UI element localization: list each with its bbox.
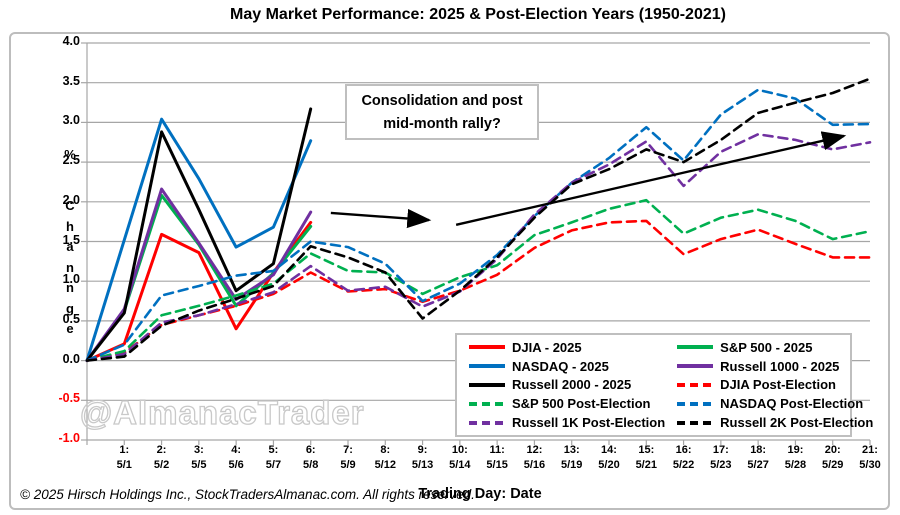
trend-arrow-1 xyxy=(330,208,432,229)
legend-item-djia-post-election: DJIA Post-Election xyxy=(677,377,873,392)
series-line-nasdaq-2025 xyxy=(85,117,313,363)
annotation-line1: Consolidation and post xyxy=(361,93,523,109)
legend-item-s-p-500-post-election: S&P 500 Post-Election xyxy=(469,396,665,411)
annotation-callout: Consolidation and post mid-month rally? xyxy=(345,84,539,140)
legend-item-djia-2025: DJIA - 2025 xyxy=(469,340,665,355)
legend-label: NASDAQ Post-Election xyxy=(720,396,864,412)
x-axis-title: Trading Day: Date xyxy=(418,486,542,502)
legend-dashed-line-sample xyxy=(469,420,505,425)
legend-solid-line-sample xyxy=(469,345,505,350)
legend-item-russell-1000-2025: Russell 1000 - 2025 xyxy=(677,359,873,374)
legend-dashed-line-sample xyxy=(677,401,714,406)
y-axis-title-percent: % xyxy=(64,147,76,162)
legend-label: Russell 1000 - 2025 xyxy=(720,358,840,374)
legend-label: Russell 1K Post-Election xyxy=(512,415,666,431)
chart-title: May Market Performance: 2025 & Post-Elec… xyxy=(230,6,726,23)
legend-label: DJIA - 2025 xyxy=(512,339,582,355)
legend-item-s-p-500-2025: S&P 500 - 2025 xyxy=(677,340,873,355)
legend-dashed-line-sample xyxy=(677,382,714,387)
series-line-russell-2k-post-election xyxy=(85,77,872,362)
legend-dashed-line-sample xyxy=(677,420,714,425)
legend-item-nasdaq-2025: NASDAQ - 2025 xyxy=(469,359,665,374)
legend: DJIA - 2025 NASDAQ - 2025 Russell 2000 - 2… xyxy=(455,333,873,437)
legend-item-russell-2000-2025: Russell 2000 - 2025 xyxy=(469,377,665,392)
legend-solid-line-sample xyxy=(469,364,505,369)
legend-label: DJIA Post-Election xyxy=(720,377,836,393)
legend-dashed-line-sample xyxy=(469,401,505,406)
legend-solid-line-sample xyxy=(469,382,505,387)
legend-label: NASDAQ - 2025 xyxy=(512,358,609,374)
series-line-russell-1k-post-election xyxy=(85,133,872,362)
legend-label: S&P 500 Post-Election xyxy=(512,396,651,412)
trend-arrow-2 xyxy=(455,131,847,226)
series-line-nasdaq-post-election xyxy=(85,88,872,362)
y-axis-title-word: C h a n n g e xyxy=(65,198,75,336)
annotation-line2: mid-month rally? xyxy=(383,116,501,132)
legend-item-russell-1k-post-election: Russell 1K Post-Election xyxy=(469,415,665,430)
legend-solid-line-sample xyxy=(677,364,714,369)
series-line-russell-2000-2025 xyxy=(85,107,313,363)
legend-solid-line-sample xyxy=(677,345,714,350)
legend-column-1: DJIA - 2025 NASDAQ - 2025 Russell 2000 - 2… xyxy=(457,335,665,435)
legend-item-russell-2k-post-election: Russell 2K Post-Election xyxy=(677,415,873,430)
legend-label: Russell 2000 - 2025 xyxy=(512,377,632,393)
series-line-s-p-500-post-election xyxy=(85,198,872,362)
footer-copyright: © 2025 Hirsch Holdings Inc., StockTrader… xyxy=(20,487,475,502)
legend-label: S&P 500 - 2025 xyxy=(720,339,813,355)
legend-label: Russell 2K Post-Election xyxy=(720,415,874,431)
watermark: @AlmanacTrader xyxy=(79,393,365,431)
legend-item-nasdaq-post-election: NASDAQ Post-Election xyxy=(677,396,873,411)
legend-column-2: S&P 500 - 2025 Russell 1000 - 2025 DJIA Po… xyxy=(665,335,873,435)
